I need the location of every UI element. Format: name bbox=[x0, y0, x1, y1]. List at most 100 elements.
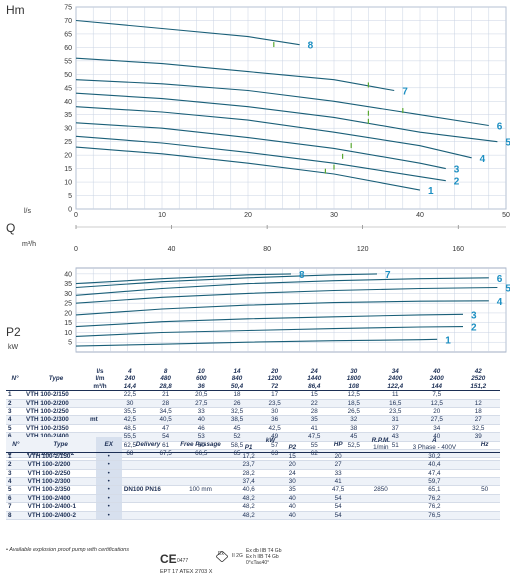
value-p1: 23,7 bbox=[226, 460, 271, 470]
q-m3h-2: 36 bbox=[197, 382, 205, 390]
head-value: 17 bbox=[254, 390, 295, 400]
head-value: 28 bbox=[294, 407, 334, 417]
value-a: 47,4 bbox=[399, 469, 470, 479]
ex-mark: • bbox=[95, 460, 122, 470]
hm-curve-8 bbox=[75, 19, 300, 46]
head-value: 22,5 bbox=[112, 390, 148, 400]
table-row: 2 VTH 100-2/200 • 23,7 20 27 40,4 bbox=[6, 460, 500, 470]
row-number: 2 bbox=[6, 399, 24, 409]
table-header-row: P1 P2 1/min 3 Phase - 400V bbox=[6, 444, 500, 453]
free-passage-cell bbox=[174, 460, 227, 470]
head-value: 38,5 bbox=[219, 415, 255, 425]
head-value: 49 bbox=[254, 432, 295, 442]
free-passage-cell bbox=[174, 502, 227, 512]
y-tick-label: 70 bbox=[64, 18, 72, 25]
table-row: 4 VTH 100-2/300 • 37,4 30 41 59,7 bbox=[6, 477, 500, 487]
q-m3h-8: 144 bbox=[431, 382, 442, 390]
head-value: 35 bbox=[294, 415, 334, 425]
head-value: 27,5 bbox=[416, 415, 457, 425]
head-value: 32 bbox=[334, 415, 374, 425]
p2-curve-label: 8 bbox=[299, 270, 305, 281]
rpm-cell bbox=[362, 452, 400, 462]
pump-type: VTH 100-2/300 bbox=[25, 477, 96, 487]
head-value: 32,5 bbox=[219, 407, 255, 417]
col-type: Type bbox=[25, 437, 96, 453]
head-value: 47,5 bbox=[294, 432, 334, 442]
ex-mark: • bbox=[95, 477, 122, 487]
q-ls-8: 40 bbox=[433, 368, 441, 375]
rpm-cell bbox=[362, 469, 400, 479]
head-value: 26,5 bbox=[334, 407, 374, 417]
y-tick-label: 15 bbox=[64, 166, 72, 173]
head-value: 35,5 bbox=[112, 407, 148, 417]
q-lm-3: 840 bbox=[231, 375, 243, 383]
y-tick-label-p2: 35 bbox=[64, 281, 72, 288]
head-value: 16,5 bbox=[373, 399, 417, 409]
table-row: 4 VTH 100-2/300 mt 42,5 40,5 40 38,5 36 35 32 31 27… bbox=[6, 415, 500, 425]
unit-cell: mt bbox=[88, 415, 112, 425]
q-lm-9: 2520 bbox=[471, 375, 486, 383]
p2-curve-label: 3 bbox=[471, 310, 477, 321]
head-value bbox=[456, 390, 500, 400]
value-p1: 48,2 bbox=[226, 502, 271, 512]
p2-curve-label: 4 bbox=[497, 297, 503, 308]
hz-cell bbox=[469, 511, 500, 521]
q-lm-1: 480 bbox=[160, 375, 171, 383]
p2-curve-7 bbox=[75, 273, 378, 289]
head-value: 28 bbox=[147, 399, 184, 409]
table-row: 1 VTH 100-2/150 • 17,2 15 20 30,2 bbox=[6, 452, 500, 462]
head-value: 48,5 bbox=[112, 424, 148, 434]
hm-curve-1 bbox=[75, 146, 421, 191]
table-header-row: l/m 240 480 600 840 1200 1440 1800 2400 … bbox=[6, 375, 500, 382]
x-axis-title-ls: l/s bbox=[24, 208, 32, 215]
free-passage-cell bbox=[174, 477, 227, 487]
x-tick-label-ls: 50 bbox=[502, 212, 510, 219]
q-ls-2: 10 bbox=[197, 368, 205, 375]
head-value: 60 bbox=[183, 441, 220, 451]
head-value: 18 bbox=[219, 390, 255, 400]
table-row: 1 VTH 100-2/150 22,5 21 20,5 18 17 15 12,5 11 7,5 bbox=[6, 390, 500, 400]
head-value: 54 bbox=[147, 432, 184, 442]
value-p2: 20 bbox=[270, 460, 315, 470]
y-tick-label-p2: 20 bbox=[64, 310, 72, 317]
table-row: 5 VTH 100-2/350 48,5 47 46 45 42,5 41 38 37 34 32,5 bbox=[6, 424, 500, 434]
p2-curve-1 bbox=[75, 338, 438, 347]
delivery-cell: DN100 PN16 bbox=[121, 485, 175, 495]
x-tick-label-ls: 20 bbox=[244, 212, 252, 219]
q-ls-9: 42 bbox=[474, 368, 482, 375]
value-p1: 48,2 bbox=[226, 511, 271, 521]
pump-type: VTH 100-2/200 bbox=[24, 399, 88, 409]
col-ex: EX bbox=[95, 437, 122, 453]
value-p1: 28,2 bbox=[226, 469, 271, 479]
ex-mark: • bbox=[95, 485, 122, 495]
pump-type: VTH 100-2/150 bbox=[24, 390, 88, 400]
ex-mark: • bbox=[95, 511, 122, 521]
col-free: Free Passage bbox=[180, 440, 221, 448]
hm-curve-label: 4 bbox=[480, 154, 486, 165]
head-value: 30 bbox=[254, 407, 295, 417]
head-value: 11 bbox=[373, 390, 417, 400]
head-value: 57 bbox=[254, 441, 295, 451]
value-p2: 40 bbox=[270, 494, 315, 504]
footer-note-text: Available explosion proof pump with cert… bbox=[9, 547, 129, 553]
col-type: Type bbox=[48, 375, 64, 383]
p2-curve-label: 6 bbox=[497, 274, 503, 285]
y-tick-label-p2: 10 bbox=[64, 330, 72, 337]
hm-curve-label: 2 bbox=[454, 177, 460, 188]
x-tick-label-ls: 10 bbox=[158, 212, 166, 219]
y-tick-label: 25 bbox=[64, 139, 72, 146]
q-lm-7: 2400 bbox=[388, 375, 403, 383]
y-tick-label: 0 bbox=[68, 207, 72, 214]
pump-type: VTH 100-2/400-2 bbox=[25, 511, 96, 521]
free-passage-cell: 100 mm bbox=[174, 485, 227, 495]
head-value: 53 bbox=[183, 432, 220, 442]
hz-cell: 50 bbox=[469, 485, 500, 495]
pump-type: VTH 100-2/150 bbox=[25, 452, 96, 462]
col-hz: Hz bbox=[480, 440, 489, 448]
head-value: 62,5 bbox=[112, 441, 148, 451]
head-value: 31 bbox=[373, 415, 417, 425]
head-value: 40 bbox=[416, 432, 457, 442]
value-hp: 47,5 bbox=[314, 485, 363, 495]
row-number: 3 bbox=[6, 407, 24, 417]
ce-number: 0477 bbox=[177, 558, 189, 564]
